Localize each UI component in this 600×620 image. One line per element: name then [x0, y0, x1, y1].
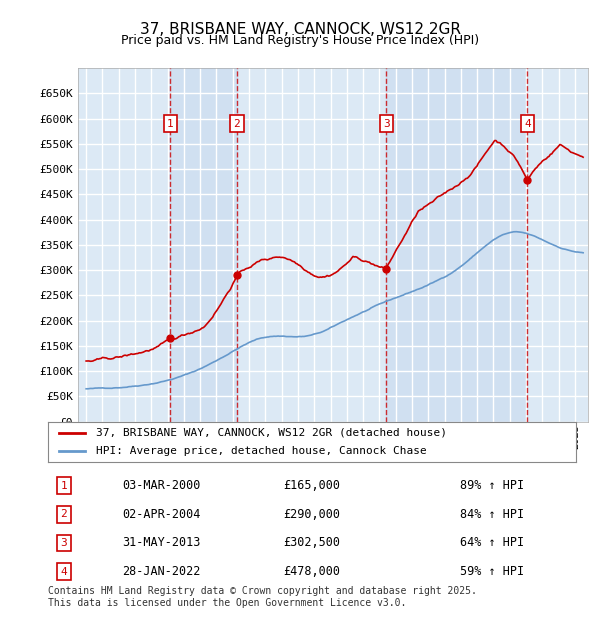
Text: 4: 4: [61, 567, 67, 577]
Text: 3: 3: [383, 119, 389, 129]
Text: 03-MAR-2000: 03-MAR-2000: [122, 479, 200, 492]
Text: 31-MAY-2013: 31-MAY-2013: [122, 536, 200, 549]
Text: 4: 4: [524, 119, 531, 129]
Text: 37, BRISBANE WAY, CANNOCK, WS12 2GR (detached house): 37, BRISBANE WAY, CANNOCK, WS12 2GR (det…: [95, 428, 446, 438]
Text: 1: 1: [61, 480, 67, 490]
Text: HPI: Average price, detached house, Cannock Chase: HPI: Average price, detached house, Cann…: [95, 446, 426, 456]
Text: £290,000: £290,000: [284, 508, 341, 521]
Text: 2: 2: [61, 509, 67, 520]
Text: Contains HM Land Registry data © Crown copyright and database right 2025.: Contains HM Land Registry data © Crown c…: [48, 586, 477, 596]
Bar: [386, 68, 527, 422]
Text: 59% ↑ HPI: 59% ↑ HPI: [460, 565, 524, 578]
Text: 2: 2: [233, 119, 240, 129]
Text: £165,000: £165,000: [284, 479, 341, 492]
Text: 84% ↑ HPI: 84% ↑ HPI: [460, 508, 524, 521]
Text: Price paid vs. HM Land Registry's House Price Index (HPI): Price paid vs. HM Land Registry's House …: [121, 34, 479, 47]
Text: 3: 3: [61, 538, 67, 548]
Text: 1: 1: [167, 119, 174, 129]
Text: This data is licensed under the Open Government Licence v3.0.: This data is licensed under the Open Gov…: [48, 598, 406, 608]
Text: £478,000: £478,000: [284, 565, 341, 578]
Text: £302,500: £302,500: [284, 536, 341, 549]
Bar: [170, 68, 237, 422]
Text: 37, BRISBANE WAY, CANNOCK, WS12 2GR: 37, BRISBANE WAY, CANNOCK, WS12 2GR: [139, 22, 461, 37]
Text: 89% ↑ HPI: 89% ↑ HPI: [460, 479, 524, 492]
Text: 02-APR-2004: 02-APR-2004: [122, 508, 200, 521]
Text: 64% ↑ HPI: 64% ↑ HPI: [460, 536, 524, 549]
Text: 28-JAN-2022: 28-JAN-2022: [122, 565, 200, 578]
